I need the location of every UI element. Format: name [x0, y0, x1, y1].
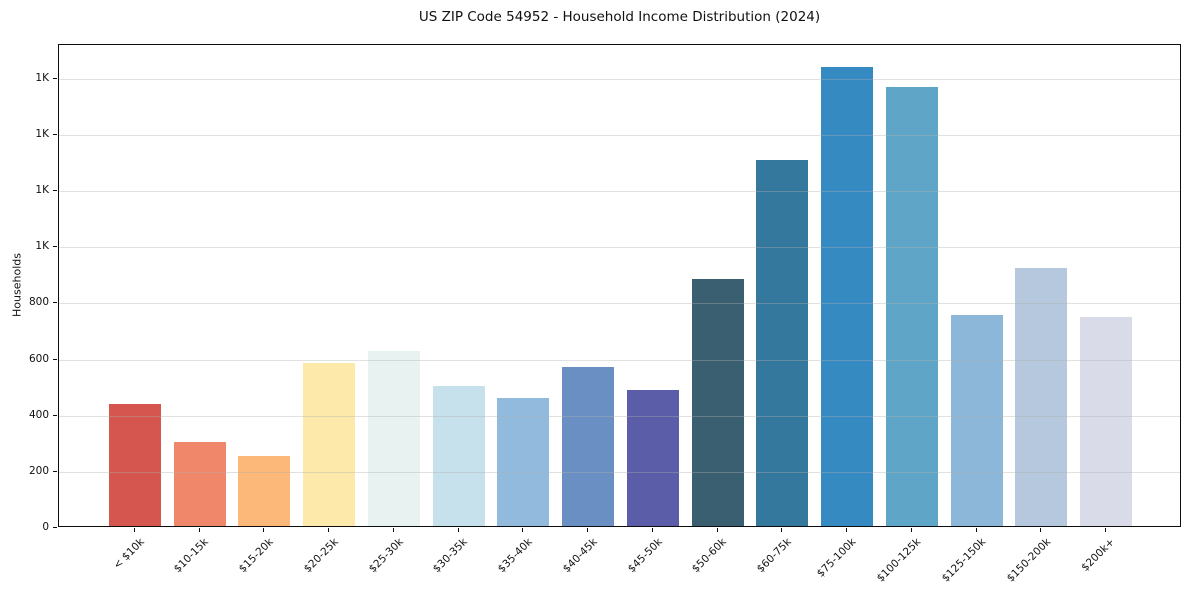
x-tick [781, 528, 783, 532]
y-tick-label: 400 [28, 408, 49, 421]
y-tick [53, 527, 57, 528]
x-tick-label: $15-20k [236, 536, 276, 576]
x-tick [975, 528, 977, 532]
y-tick [53, 302, 57, 304]
x-tick [1040, 528, 1042, 532]
bar-$125-150k [950, 315, 1003, 526]
gridline [59, 303, 1180, 305]
bar-$30-35k [432, 385, 485, 526]
x-tick [910, 528, 912, 532]
y-tick-label: 1K [35, 184, 49, 197]
bar-$150-200k [1015, 267, 1068, 526]
y-tick [53, 77, 57, 79]
x-tick [846, 528, 848, 532]
bar-$25-30k [367, 350, 420, 526]
x-tick-label: $100-125k [874, 536, 924, 585]
y-tick [53, 133, 57, 135]
x-tick-label: $25-30k [366, 536, 406, 576]
x-tick [716, 528, 718, 532]
bar-$10-15k [173, 441, 226, 526]
x-tick [328, 528, 330, 532]
gridline [59, 247, 1180, 249]
x-tick [392, 528, 394, 532]
y-tick [53, 470, 57, 472]
y-tick-label: 1K [35, 240, 49, 253]
y-tick-label: 1K [35, 127, 49, 140]
gridline [59, 78, 1180, 80]
x-tick-label: $125-150k [939, 536, 989, 585]
x-tick [651, 528, 653, 532]
bar-$100-125k [885, 86, 938, 526]
bar-$45-50k [626, 389, 679, 526]
x-tick [457, 528, 459, 532]
x-tick-label: $40-45k [560, 536, 600, 576]
y-tick-label: 0 [42, 521, 49, 533]
gridline [59, 359, 1180, 361]
x-tick-label: < $10k [110, 536, 147, 572]
x-tick-label: $60-75k [754, 536, 794, 576]
x-tick [198, 528, 200, 532]
y-tick [53, 190, 57, 192]
y-tick-label: 600 [28, 352, 49, 365]
x-tick-label: $20-25k [301, 536, 341, 576]
gridline [59, 134, 1180, 136]
x-tick-label: $45-50k [625, 536, 665, 576]
y-tick [53, 246, 57, 248]
x-tick-label: $75-100k [814, 536, 859, 580]
bar-$15-20k [238, 455, 291, 526]
x-tick [522, 528, 524, 532]
x-tick-label: $200k+ [1079, 536, 1118, 574]
plot-area [58, 44, 1181, 527]
bar-$20-25k [303, 363, 356, 526]
bar-< $10k [109, 403, 161, 526]
gridline [59, 471, 1180, 473]
x-tick [1105, 528, 1106, 532]
y-tick [53, 358, 57, 360]
x-tick-label: $150-200k [1004, 536, 1053, 585]
bar-$35-40k [497, 398, 550, 526]
bar-$40-45k [562, 367, 615, 526]
x-tick-label: $30-35k [431, 536, 471, 576]
y-tick [53, 414, 57, 416]
bar-$50-60k [691, 278, 744, 526]
x-tick-label: $50-60k [689, 536, 730, 576]
y-tick-label: 1K [35, 71, 49, 84]
x-tick [134, 528, 135, 532]
bar-$75-100k [821, 66, 874, 526]
bar-$200k+ [1080, 316, 1132, 526]
y-tick-label: 800 [28, 296, 49, 309]
y-tick-label: 200 [28, 464, 49, 477]
x-tick-label: $35-40k [495, 536, 535, 576]
chart-title: US ZIP Code 54952 - Household Income Dis… [418, 9, 821, 25]
gridline [59, 415, 1180, 417]
x-tick [587, 528, 589, 532]
x-tick [263, 528, 265, 532]
bar-$60-75k [756, 159, 809, 526]
gridline [59, 191, 1180, 193]
x-tick-label: $10-15k [172, 536, 212, 576]
